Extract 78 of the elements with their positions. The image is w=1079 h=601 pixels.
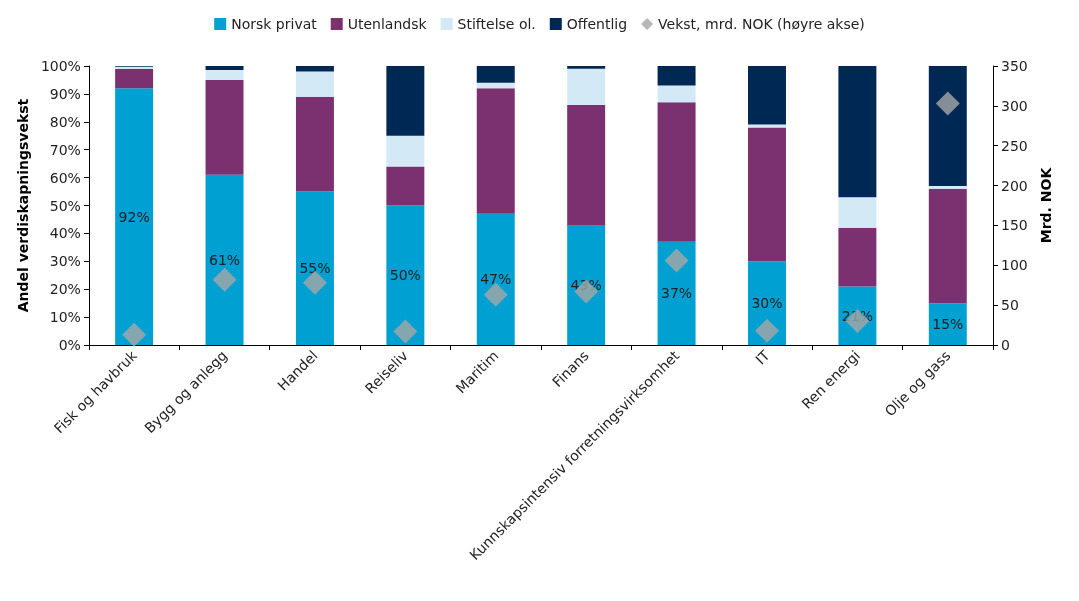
bar [476,88,515,214]
data-label: 15% [932,316,964,333]
y-tick-label: 80% [49,113,81,130]
data-label: 61% [208,251,241,268]
bar [567,105,606,226]
y2-tick-label: 300 [1001,97,1028,114]
point [664,248,689,273]
y-tick-label: 70% [49,141,81,158]
y-tick-label: 20% [49,281,81,298]
legend-label: Utenlandsk [347,16,428,32]
y-tick-label: 50% [49,197,81,214]
bar [386,66,425,136]
bar [748,127,786,262]
y-tick-label: 90% [49,85,81,102]
data-label: 92% [118,208,150,225]
bar [205,174,244,345]
y-tick-label: 60% [49,169,81,186]
bar [295,96,334,192]
y2-tick-label: 0 [1001,337,1010,353]
data-label: 55% [299,260,331,277]
x-tick-label: IT [752,347,773,368]
bar [295,191,334,345]
point [754,318,779,343]
bar [567,225,606,345]
y-tick-label: 40% [49,225,81,242]
bar [386,135,425,167]
bar [567,66,606,69]
bar [567,68,606,106]
data-label: 37% [661,285,693,302]
bar [115,88,154,345]
bar [657,85,696,103]
legend-label: Offentlig [566,16,628,32]
bar [838,227,877,287]
bar [205,79,244,175]
bar [386,205,425,345]
legend-label: Stiftelse ol. [457,16,536,32]
y2-tick-label: 100 [1001,257,1028,274]
bar [928,66,967,186]
bar [928,303,967,345]
y2-tick-label: 200 [1001,177,1028,194]
y-tick-label: 100% [40,58,81,74]
bar [838,197,877,228]
point [393,319,418,344]
bar [748,66,786,125]
bar [115,68,154,89]
legend-label: Vekst, mrd. NOK (høyre akse) [658,16,865,32]
bar [205,69,244,80]
bar [657,241,696,345]
bar [928,188,967,304]
bar [657,66,696,86]
y-tick-label: 0% [58,337,81,353]
y-tick-label: 30% [49,253,81,270]
bar [386,166,425,206]
point [935,91,960,116]
point [122,322,147,347]
bar [657,102,696,242]
bar [838,66,877,198]
data-label: 47% [480,271,512,288]
y2-tick-label: 50 [1001,297,1019,314]
point [212,267,237,292]
bar [476,82,515,89]
y2-tick-label: 250 [1001,137,1028,154]
bar [205,66,244,70]
point [483,282,508,307]
bar [295,66,334,72]
y-tick-label: 10% [49,309,81,326]
data-label: 30% [751,295,783,312]
y2-tick-label: 350 [1001,58,1028,74]
bar [295,71,334,97]
bar [476,213,515,345]
bar [748,261,786,345]
bar [476,66,515,83]
bar [928,185,967,189]
y2-tick-label: 150 [1001,217,1028,234]
y-axis-title: Andel verdiskapningsvekst [15,98,31,313]
data-label: 50% [389,267,421,284]
legend-label: Norsk privat [231,16,318,32]
y2-axis-title: Mrd. NOK [1037,166,1054,244]
